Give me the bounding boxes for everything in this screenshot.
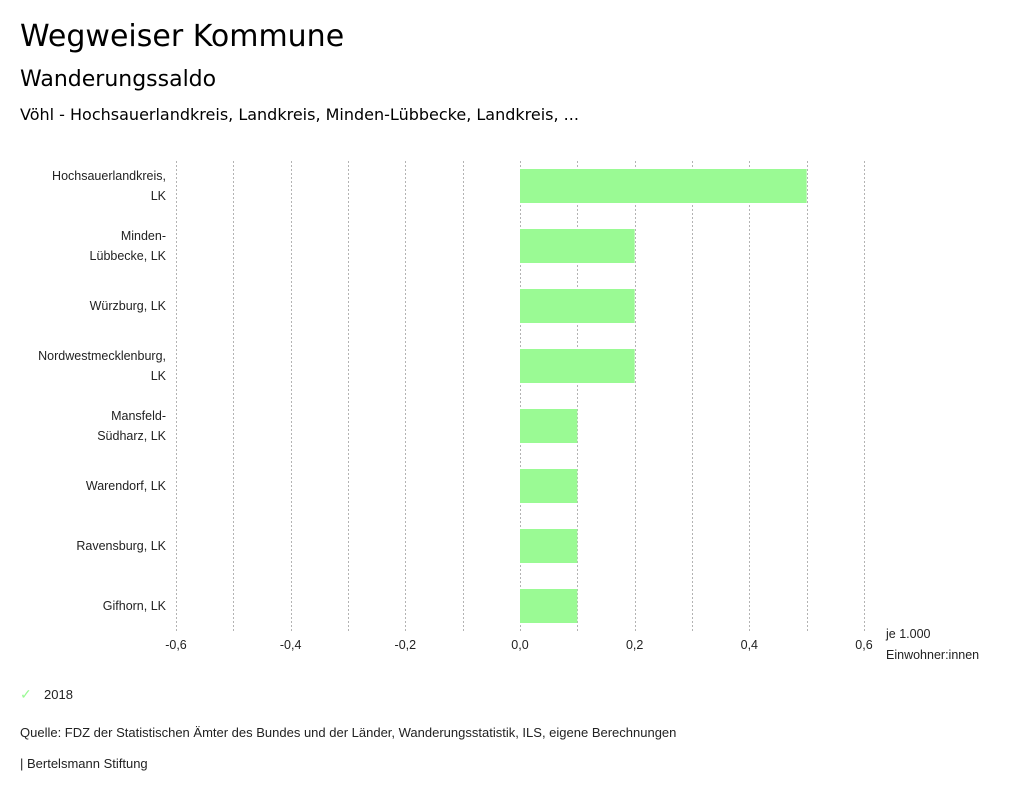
category-label: Ravensburg, LK: [76, 539, 166, 553]
x-tick-label: 0,6: [855, 638, 872, 652]
bar-chart: Hochsauerlandkreis, LK Minden- Lübbecke, LK…: [38, 161, 979, 662]
bar[interactable]: [520, 229, 635, 263]
bar[interactable]: [520, 289, 635, 323]
bar[interactable]: [520, 169, 807, 203]
credit-note: | Bertelsmann Stiftung: [20, 756, 148, 771]
x-tick-label: 0,2: [626, 638, 643, 652]
category-label: Hochsauerlandkreis,: [52, 169, 166, 183]
category-label: Würzburg, LK: [90, 299, 167, 313]
x-tick-label: 0,0: [511, 638, 528, 652]
bar[interactable]: [520, 529, 578, 563]
legend-label: 2018: [44, 687, 73, 702]
check-icon: ✓: [20, 686, 32, 702]
category-label: Minden-: [121, 229, 166, 243]
x-tick-label: 0,4: [741, 638, 758, 652]
bar[interactable]: [520, 589, 578, 623]
x-tick-label: -0,4: [280, 638, 302, 652]
bar[interactable]: [520, 469, 578, 503]
x-tick-label: -0,2: [395, 638, 417, 652]
source-note: Quelle: FDZ der Statistischen Ämter des …: [20, 725, 677, 740]
category-labels: Hochsauerlandkreis, LK Minden- Lübbecke, LK…: [38, 169, 167, 613]
x-axis-unit-line1: je 1.000: [885, 627, 931, 641]
category-label: LK: [151, 189, 167, 203]
category-label: Nordwestmecklenburg,: [38, 349, 166, 363]
chart-title: Wegweiser Kommune: [20, 19, 345, 54]
category-label: LK: [151, 369, 167, 383]
category-label: Gifhorn, LK: [103, 599, 167, 613]
x-tick-label: -0,6: [165, 638, 187, 652]
bar[interactable]: [520, 409, 578, 443]
chart-subtitle: Wanderungssaldo: [20, 67, 217, 92]
category-label: Mansfeld-: [111, 409, 166, 423]
legend-item-2018[interactable]: ✓ 2018: [20, 686, 73, 703]
category-label: Südharz, LK: [97, 429, 166, 443]
bars: [520, 169, 807, 623]
x-axis-unit-line2: Einwohner:innen: [886, 648, 979, 662]
x-tick-labels: -0,6 -0,4 -0,2 0,0 0,2 0,4 0,6: [165, 638, 873, 652]
bar[interactable]: [520, 349, 635, 383]
category-label: Warendorf, LK: [86, 479, 167, 493]
category-label: Lübbecke, LK: [90, 249, 167, 263]
chart-context: Vöhl - Hochsauerlandkreis, Landkreis, Mi…: [20, 105, 579, 124]
